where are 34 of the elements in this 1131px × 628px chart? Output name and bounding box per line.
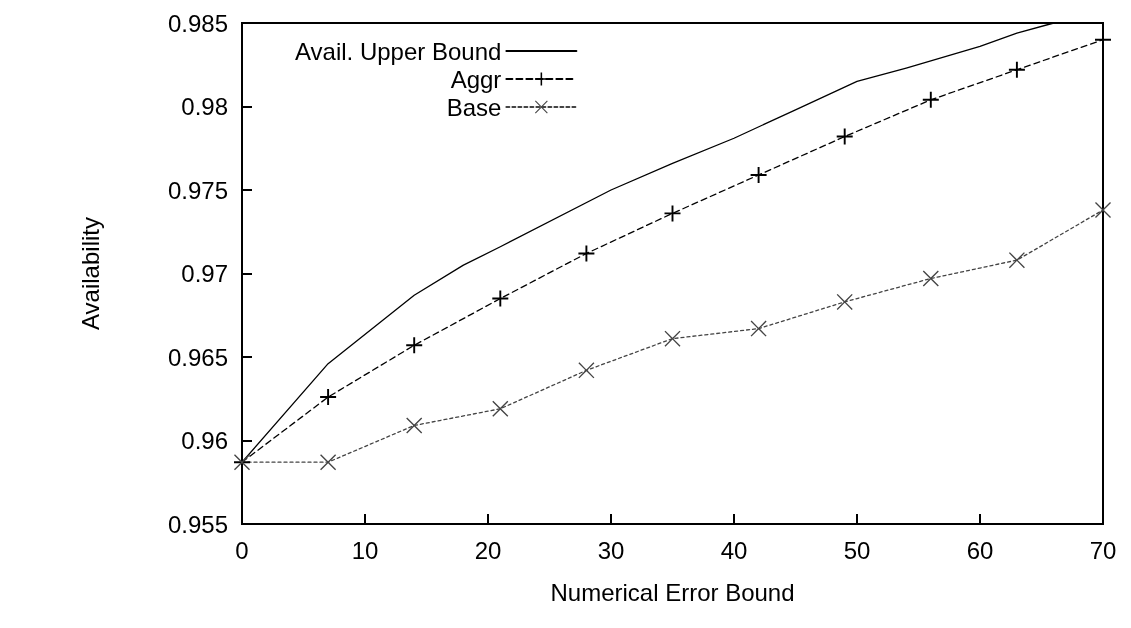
x-tick-label: 30 [597, 536, 625, 564]
point [320, 389, 337, 406]
x-tick-label: 0 [235, 536, 249, 564]
point [406, 417, 423, 434]
x-tick-label: 40 [720, 536, 748, 564]
legend-label: Aggr [450, 65, 502, 93]
point [320, 454, 337, 471]
legend-label: Base [446, 93, 502, 121]
x-tick-label: 70 [1089, 536, 1117, 564]
point [836, 128, 853, 145]
x-tick-label: 50 [843, 536, 871, 564]
y-tick-label: 0.96 [181, 427, 228, 454]
point [836, 293, 853, 310]
point [1008, 61, 1025, 78]
x-tick-label: 60 [966, 536, 994, 564]
point [578, 362, 595, 379]
y-tick-label: 0.98 [181, 93, 228, 120]
y-axis-title: Availability [76, 217, 104, 330]
point [922, 91, 939, 108]
x-tick-label: 20 [474, 536, 502, 564]
point [492, 400, 509, 417]
y-tick-label: 0.955 [167, 510, 228, 538]
y-tick-label: 0.965 [167, 343, 228, 371]
point [750, 166, 767, 183]
point [922, 270, 939, 287]
y-tick-label: 0.985 [167, 9, 228, 37]
x-tick-label: 10 [351, 536, 379, 564]
y-tick-label: 0.975 [167, 176, 228, 204]
point [492, 290, 509, 307]
y-tick-label: 0.97 [181, 260, 228, 287]
point [664, 330, 681, 347]
legend-label: Avail. Upper Bound [295, 37, 502, 65]
x-axis-title: Numerical Error Bound [550, 578, 795, 606]
point [406, 337, 423, 354]
